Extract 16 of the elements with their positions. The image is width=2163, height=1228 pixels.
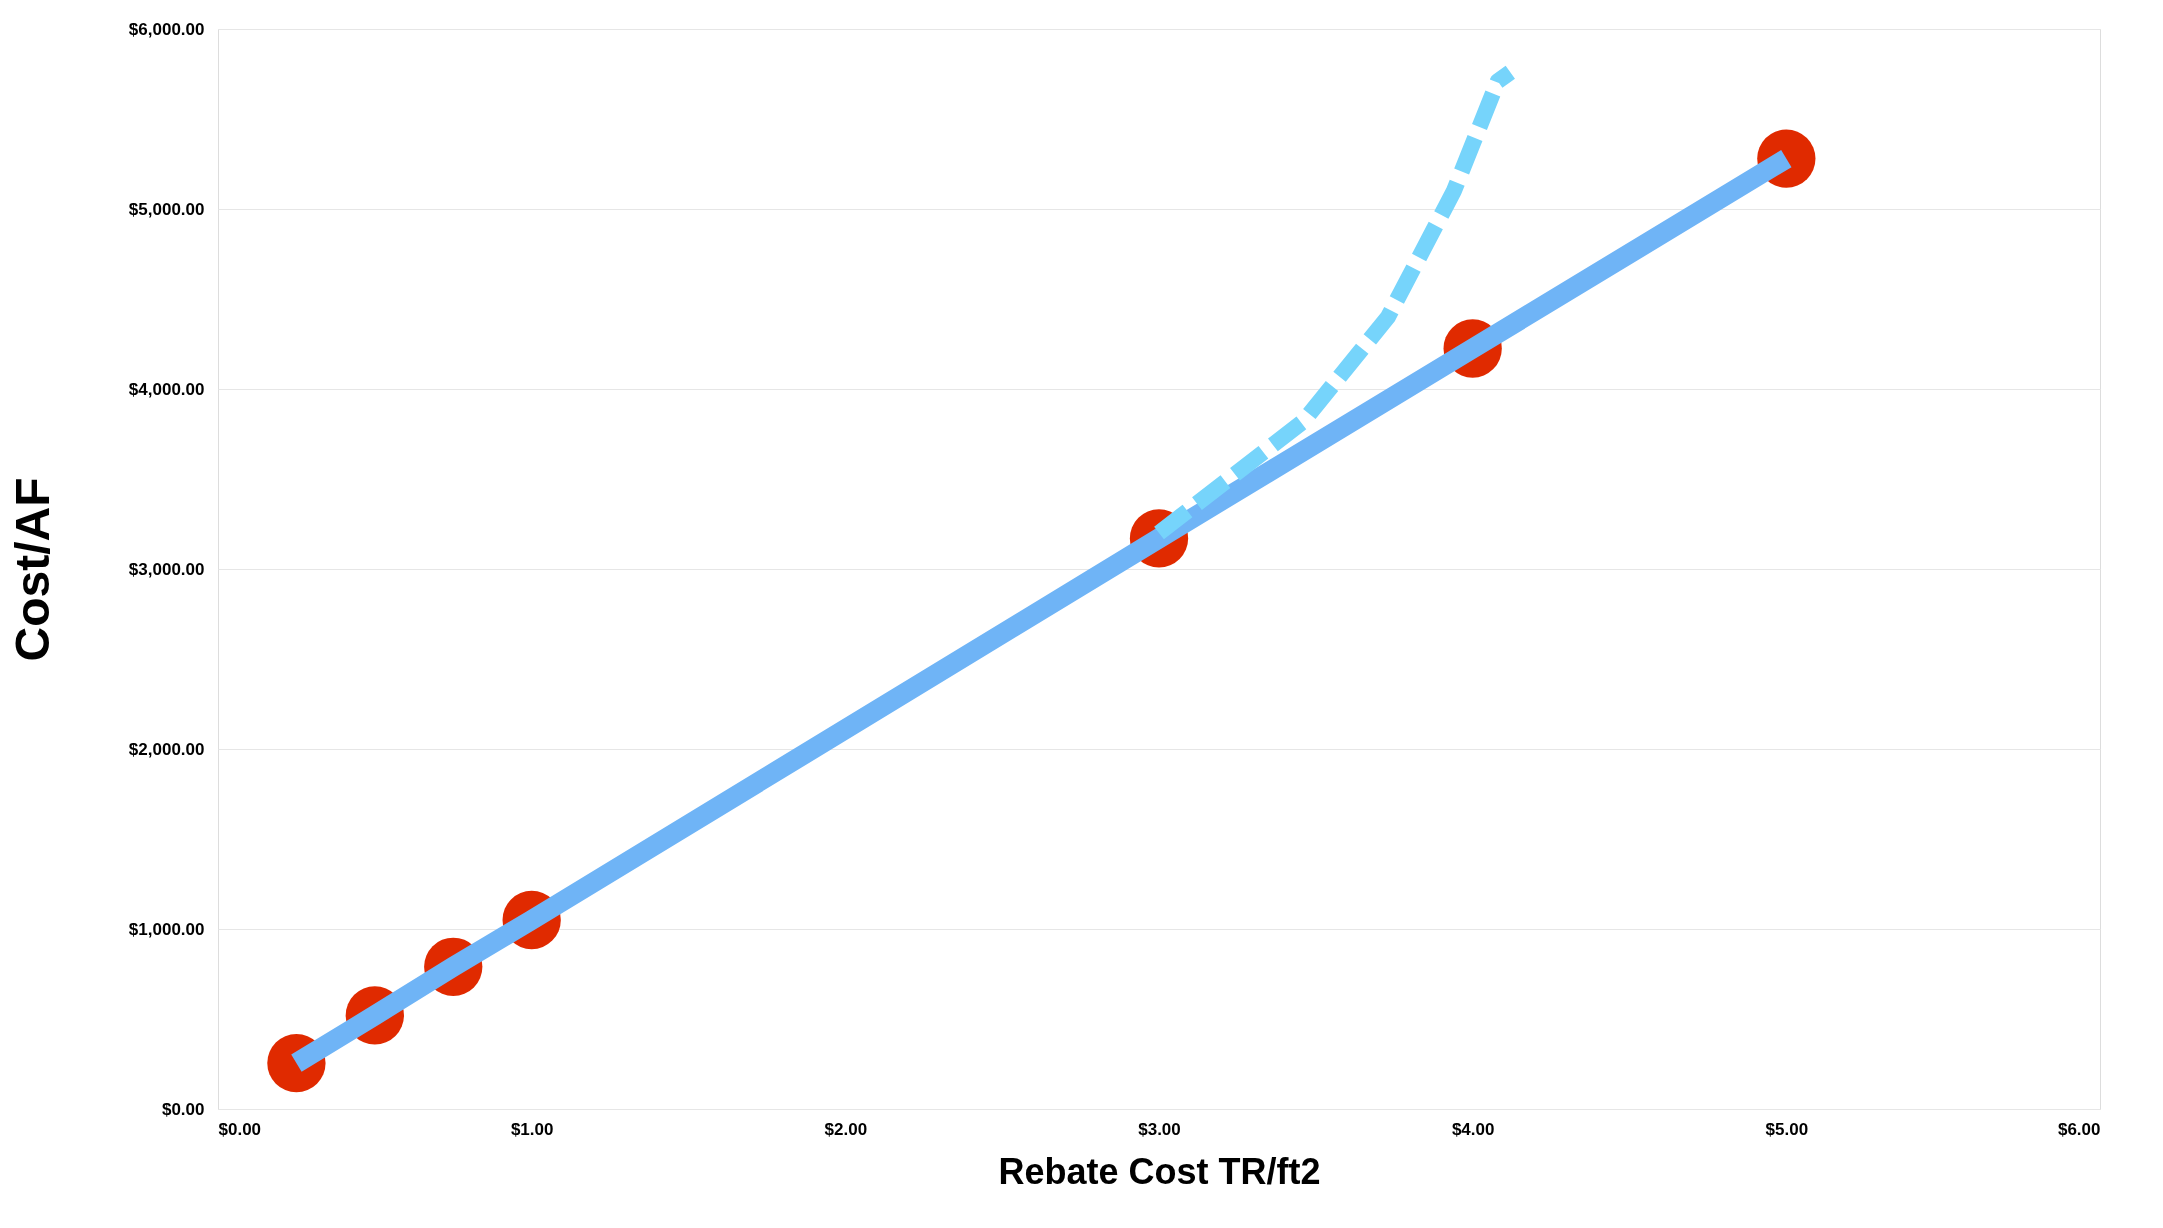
- y-axis-title: Cost/AF: [5, 477, 59, 662]
- x-tick-label: $6.00: [2057, 1119, 2101, 1139]
- x-tick-label: $0.00: [218, 1119, 262, 1139]
- x-tick-label: $1.00: [510, 1119, 554, 1139]
- y-tick-label: $0.00: [161, 1099, 205, 1119]
- y-tick-label: $5,000.00: [128, 199, 205, 219]
- x-tick-label: $4.00: [1451, 1119, 1495, 1139]
- y-tick-label: $3,000.00: [128, 559, 205, 579]
- x-axis-title: Rebate Cost TR/ft2: [998, 1150, 1321, 1192]
- y-tick-label: $6,000.00: [128, 19, 205, 39]
- x-tick-label: $2.00: [824, 1119, 868, 1139]
- x-tick-label: $5.00: [1765, 1119, 1809, 1139]
- y-tick-label: $4,000.00: [128, 379, 205, 399]
- y-tick-label: $2,000.00: [128, 739, 205, 759]
- y-tick-label: $1,000.00: [128, 919, 205, 939]
- x-tick-label: $3.00: [1138, 1119, 1181, 1139]
